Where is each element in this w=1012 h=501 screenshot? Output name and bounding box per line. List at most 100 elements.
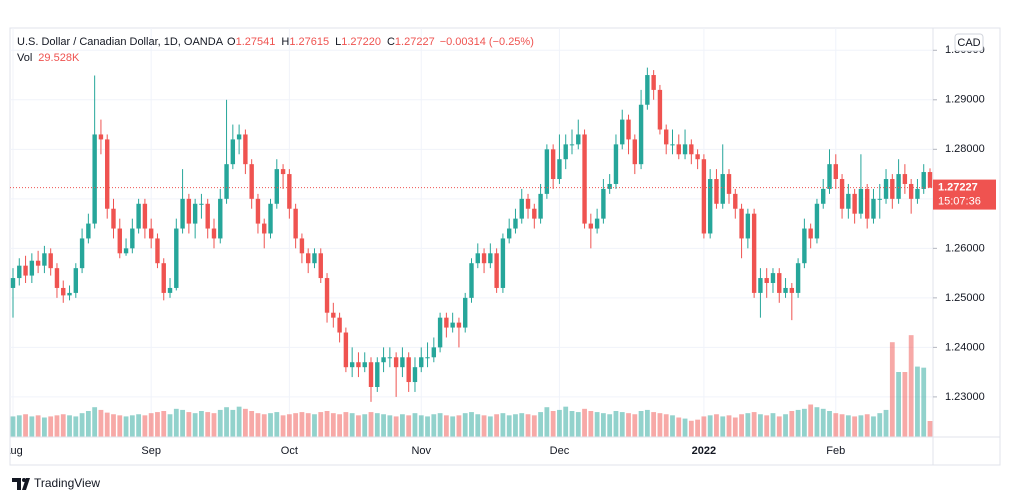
candle-body xyxy=(877,198,882,200)
volume-bar xyxy=(199,411,204,437)
candle-body xyxy=(349,362,355,368)
volume-bar xyxy=(142,415,148,437)
candle-body xyxy=(846,193,851,209)
volume-bar xyxy=(324,411,330,437)
candle-body xyxy=(814,203,820,239)
candle-body xyxy=(230,139,236,165)
volume-bar xyxy=(588,411,594,437)
candle-body xyxy=(563,144,568,160)
candle-body xyxy=(437,317,443,348)
volume-bar xyxy=(462,413,468,437)
candle-body xyxy=(105,139,110,209)
volume-bar xyxy=(318,412,324,437)
candle-body xyxy=(331,312,336,318)
volume-bar xyxy=(858,415,864,437)
volume-bar xyxy=(550,411,556,437)
candle-body xyxy=(532,208,537,219)
candle-body xyxy=(689,144,694,155)
volume-bar xyxy=(544,407,550,437)
candle-body xyxy=(645,75,650,105)
volume-bar xyxy=(732,417,738,437)
volume-bar xyxy=(820,408,826,437)
candle-body xyxy=(167,287,173,293)
volume-bar xyxy=(469,412,474,437)
candle-body xyxy=(324,278,330,313)
candle-body xyxy=(67,292,72,296)
volume-bar xyxy=(129,415,135,437)
x-tick-label: Nov xyxy=(411,445,431,457)
candle-body xyxy=(312,253,317,264)
volume-bar xyxy=(167,414,173,437)
ohlc-value: 1.27220 xyxy=(341,36,381,48)
x-tick-label: Dec xyxy=(550,445,570,457)
volume-bar xyxy=(475,414,481,437)
candle-body xyxy=(871,198,876,219)
candle-body xyxy=(519,198,524,219)
candle-body xyxy=(180,198,185,229)
volume-bar xyxy=(261,414,267,437)
volume-bar xyxy=(356,415,361,437)
candle-body xyxy=(827,164,832,189)
volume-bar xyxy=(688,420,694,437)
currency-badge[interactable] xyxy=(954,33,984,52)
candle-body xyxy=(620,119,625,145)
volume-bar xyxy=(638,411,644,437)
volume-bar xyxy=(85,411,91,437)
candle-body xyxy=(268,203,273,234)
volume-bar xyxy=(745,413,751,437)
volume-bar xyxy=(161,411,167,437)
candle-body xyxy=(444,317,449,328)
volume-bar xyxy=(274,412,280,437)
candle-body xyxy=(406,357,411,383)
candle-body xyxy=(557,159,562,180)
candle-body xyxy=(287,174,292,209)
candle-body xyxy=(174,228,179,288)
volume-bar xyxy=(337,414,343,437)
countdown: 15:07:36 xyxy=(938,195,981,207)
volume-bar xyxy=(418,415,424,437)
volume-bar xyxy=(726,415,732,437)
volume-bar xyxy=(425,416,430,437)
candle-body xyxy=(896,174,901,199)
candle-body xyxy=(927,172,933,188)
candle-body xyxy=(733,193,738,209)
volume-bar xyxy=(180,409,185,437)
volume-bar xyxy=(594,412,600,437)
candle-body xyxy=(48,253,53,269)
candle-body xyxy=(676,144,681,155)
volume-bar xyxy=(16,415,22,437)
volume-bar xyxy=(224,407,229,437)
candle-body xyxy=(456,322,462,328)
volume-bar xyxy=(883,409,889,437)
volume-bar xyxy=(35,415,41,437)
candle-body xyxy=(305,253,311,264)
volume-bar xyxy=(915,366,920,437)
candle-body xyxy=(594,218,600,229)
candle-body xyxy=(714,179,719,204)
candle-body xyxy=(23,265,28,276)
volume-bar xyxy=(538,412,543,437)
volume-bar xyxy=(801,408,807,437)
volume-bar xyxy=(400,414,405,437)
candle-body xyxy=(739,208,744,239)
volume-bar xyxy=(374,413,380,437)
candle-body xyxy=(802,228,807,264)
volume-bar xyxy=(525,414,531,437)
candle-body xyxy=(318,253,323,279)
candle-body xyxy=(111,208,116,229)
volume-bar xyxy=(73,416,79,437)
last-price-badge xyxy=(933,179,996,210)
candle-body xyxy=(613,144,619,184)
volume-bar xyxy=(494,414,500,437)
volume-bar xyxy=(626,413,631,437)
vol-value: 29.528K xyxy=(38,52,80,64)
candle-body xyxy=(86,223,91,239)
volume-bar xyxy=(29,416,35,437)
candle-body xyxy=(664,129,669,145)
candle-body xyxy=(726,174,732,194)
candle-body xyxy=(513,218,518,229)
volume-bar xyxy=(186,412,192,437)
candle-body xyxy=(123,248,129,254)
candle-body xyxy=(902,174,908,184)
